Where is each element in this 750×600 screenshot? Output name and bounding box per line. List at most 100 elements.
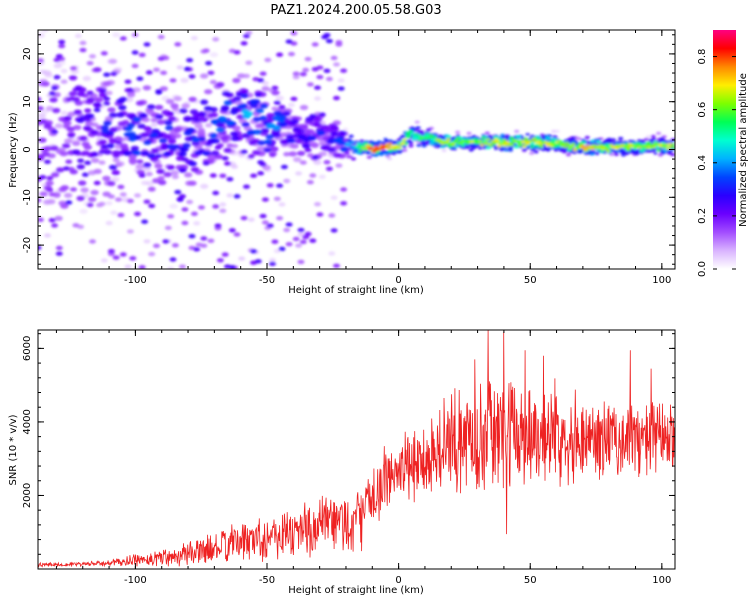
spectrogram-cell — [314, 85, 321, 90]
spectrogram-cell — [143, 199, 151, 204]
spectrogram-cell — [509, 136, 515, 140]
spectrogram-cell — [182, 142, 191, 148]
spectrogram-cell — [143, 162, 152, 168]
spectrogram-cell — [269, 257, 276, 263]
spectrogram-cell — [147, 153, 156, 159]
spectrogram-cell — [515, 135, 521, 139]
spectrogram-cell — [484, 131, 490, 135]
spectrogram-cell — [119, 36, 127, 41]
y-tick-label: 6000 — [22, 336, 33, 361]
spectrogram-cell — [503, 148, 509, 152]
spectrogram-cell — [105, 90, 113, 96]
spectrogram-cell — [54, 123, 64, 129]
spectrogram-cell — [276, 216, 284, 221]
spectrogram-cell — [646, 141, 652, 145]
spectrogram-cell — [102, 191, 111, 197]
spectrogram-cell — [191, 137, 201, 143]
spectrogram-cell — [245, 30, 253, 35]
spectrogram-cell — [188, 74, 196, 79]
spectrogram-cell — [294, 138, 304, 144]
spectrogram-cell — [254, 92, 262, 98]
spectrogram-cell — [530, 134, 535, 138]
spectrogram-cell — [154, 104, 164, 110]
colorbar: 0.0 0.2 0.4 0.6 0.8 Normalized spectral ampl… — [697, 30, 749, 277]
spectrogram-cell — [178, 167, 187, 173]
spectrogram-cell — [84, 108, 92, 113]
spectrogram-cell — [571, 142, 576, 146]
spectrogram-cell — [226, 193, 234, 198]
spectrogram-cell — [193, 221, 201, 226]
spectrogram-cell — [42, 70, 52, 76]
spectrogram-cell — [83, 144, 93, 150]
spectrogram-cell — [216, 258, 224, 263]
spectrogram-cell — [441, 148, 447, 153]
spectrogram-cell — [112, 32, 121, 38]
spectrogram-cell — [137, 123, 146, 129]
spectrogram-cell — [103, 96, 111, 101]
spectrogram-cell — [333, 62, 340, 67]
spectrogram-cell — [53, 57, 61, 63]
spectrogram-cell — [47, 199, 56, 205]
spectrogram-cell — [572, 148, 578, 152]
spectrogram-cell — [205, 61, 213, 66]
x-tick-label: 0 — [395, 275, 401, 286]
spectrogram-cell — [580, 138, 586, 142]
spectrogram-cell — [293, 156, 302, 163]
spectrogram-cell — [202, 150, 211, 156]
spectrogram-cell — [131, 63, 139, 69]
spectrogram-cell — [237, 73, 246, 79]
spectrogram-cell — [279, 121, 288, 127]
spectrogram-cell — [238, 256, 246, 261]
spectrogram-cell — [255, 108, 264, 114]
spectrogram-cell — [55, 245, 63, 251]
spectrogram-cell — [402, 145, 407, 149]
spectrogram-cell — [259, 103, 269, 109]
spectrogram-cell — [230, 131, 239, 137]
spectrogram-cell — [373, 145, 379, 149]
spectrogram-cell — [370, 141, 375, 144]
spectrogram-cell — [44, 159, 51, 164]
spectrogram-cell — [266, 223, 274, 228]
spectrogram-cell — [271, 239, 279, 244]
spectrogram-cell — [223, 100, 233, 106]
spectrogram-cell — [584, 135, 590, 140]
spectrogram-cell — [214, 145, 222, 150]
x-tick-label: -100 — [124, 575, 147, 586]
spectrogram-cell — [670, 143, 675, 146]
spectrogram-cell — [73, 109, 83, 115]
spectrogram-cell — [630, 140, 636, 144]
spectrogram-cell — [330, 55, 338, 61]
spectrogram-cell — [330, 125, 339, 131]
spectrogram-cell — [565, 153, 572, 157]
spectrogram-cell — [63, 115, 72, 121]
x-tick-label: -50 — [259, 275, 275, 286]
spectrogram-cell — [76, 91, 86, 97]
spectrogram-cell — [157, 56, 165, 61]
spectrogram-cell — [470, 140, 475, 144]
spectrogram-cell — [309, 113, 317, 119]
spectrogram-cell — [538, 144, 544, 148]
spectrogram-cell — [93, 168, 102, 174]
spectrogram-cell — [432, 135, 437, 139]
spectrogram-cell — [440, 136, 446, 140]
spectrogram-cell — [318, 112, 326, 117]
spectrogram-cell — [141, 219, 149, 224]
spectrogram-cell — [154, 163, 163, 169]
spectrogram-cell — [345, 142, 350, 146]
spectrogram-cell — [183, 66, 191, 72]
spectrogram-cell — [339, 146, 349, 152]
spectrogram-cell — [240, 41, 248, 46]
spectrogram-cell — [613, 152, 619, 156]
spectrogram-cell — [68, 75, 78, 81]
spectrogram-cell — [325, 166, 333, 171]
spectrogram-cell — [272, 132, 281, 138]
spectrogram-cell — [105, 201, 113, 206]
spectrogram-cell — [72, 223, 80, 228]
spectrogram-cell — [107, 180, 116, 187]
spectrogram-cell — [272, 125, 281, 131]
spectrogram-cell — [43, 145, 52, 152]
spectrogram-cell — [157, 34, 165, 40]
spectrogram-cell — [662, 140, 668, 143]
spectrogram-cell — [228, 228, 236, 233]
spectrogram-cell — [86, 113, 95, 119]
